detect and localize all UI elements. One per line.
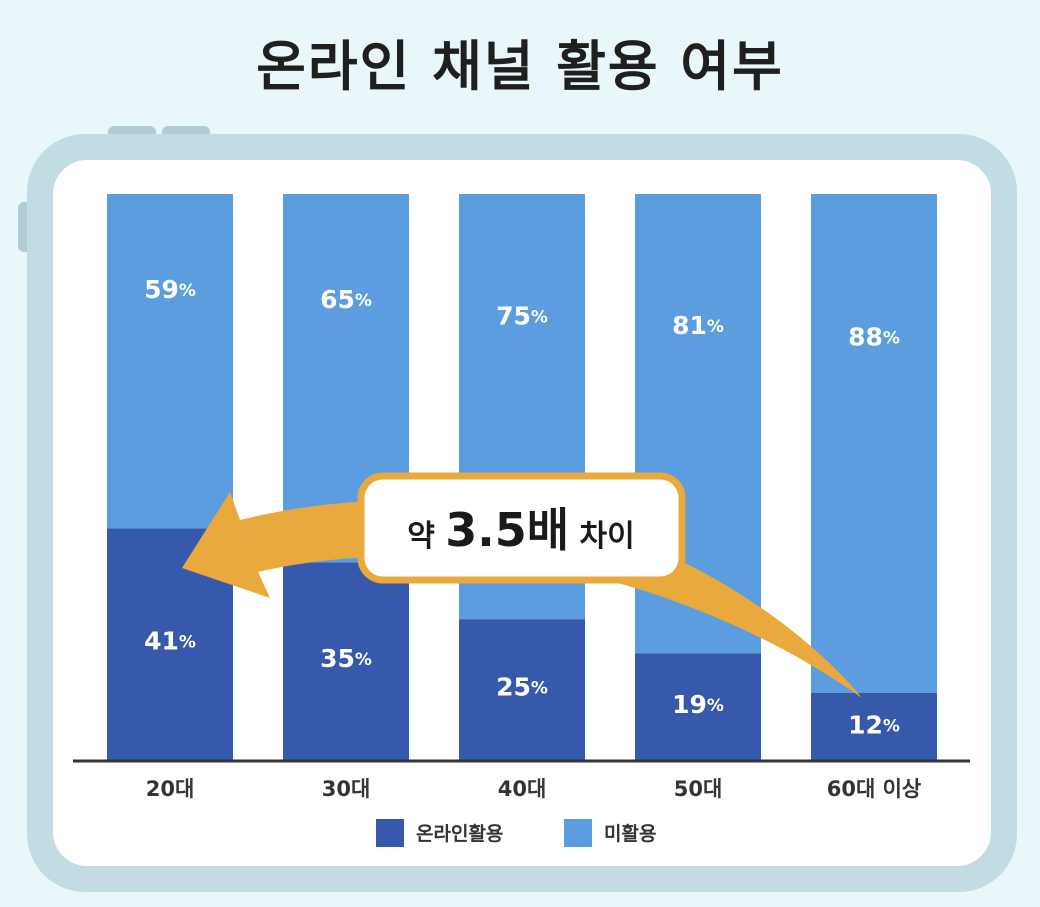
- data-label-unused: 59%: [144, 275, 196, 304]
- legend-label: 미활용: [604, 823, 656, 845]
- x-tick-label: 50대: [674, 777, 723, 801]
- callout-box: [357, 472, 686, 584]
- bar-segment-online: [459, 619, 585, 761]
- data-label-unused: 65%: [320, 285, 372, 314]
- bar-segment-online: [811, 692, 937, 761]
- data-label-unused: 88%: [848, 323, 900, 352]
- x-tick-label: 30대: [322, 777, 371, 801]
- callout-arrow: [182, 492, 862, 698]
- x-tick-label: 40대: [498, 777, 547, 801]
- data-label-online: 19%: [672, 690, 724, 719]
- bar-segment-online: [635, 653, 761, 761]
- data-label-online: 35%: [320, 644, 372, 673]
- bar-segment-unused: [811, 194, 937, 693]
- legend-label: 온라인활용: [416, 823, 503, 845]
- data-label-online: 41%: [144, 626, 196, 655]
- x-tick-label: 60대 이상: [827, 777, 922, 801]
- data-label-unused: 81%: [672, 311, 724, 340]
- chart-title: 온라인 채널 활용 여부: [256, 35, 784, 98]
- legend-swatch: [564, 819, 592, 847]
- data-label-online: 12%: [848, 710, 900, 739]
- x-tick-label: 20대: [146, 777, 195, 801]
- data-label-online: 25%: [496, 673, 548, 702]
- legend-swatch: [376, 819, 404, 847]
- data-label-unused: 75%: [496, 301, 548, 330]
- bar-segment-online: [283, 562, 409, 761]
- callout-text: 약 3.5배 차이: [407, 503, 635, 557]
- bar-segment-unused: [107, 194, 233, 529]
